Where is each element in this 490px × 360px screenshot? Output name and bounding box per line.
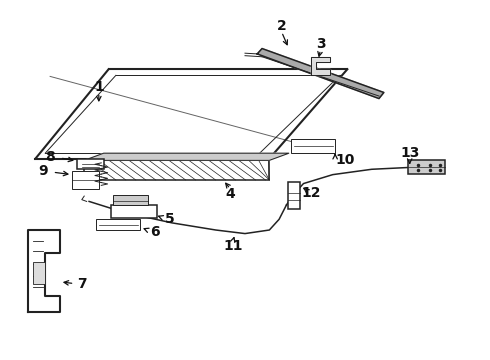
Text: 4: 4 xyxy=(225,187,235,201)
Bar xyxy=(77,158,104,169)
Text: 9: 9 xyxy=(38,164,48,178)
Text: 10: 10 xyxy=(335,153,355,167)
Text: 8: 8 xyxy=(45,150,55,164)
Polygon shape xyxy=(84,153,289,160)
Polygon shape xyxy=(311,57,330,75)
Bar xyxy=(84,160,270,180)
Bar xyxy=(97,219,140,230)
Bar xyxy=(291,139,335,153)
FancyBboxPatch shape xyxy=(72,171,99,189)
Text: 7: 7 xyxy=(77,276,87,291)
Bar xyxy=(288,182,300,208)
Text: 11: 11 xyxy=(223,239,243,253)
Text: 3: 3 xyxy=(316,37,325,51)
Text: 6: 6 xyxy=(150,225,160,239)
Text: 1: 1 xyxy=(94,80,104,94)
Bar xyxy=(33,262,45,284)
Polygon shape xyxy=(28,230,60,312)
Text: 2: 2 xyxy=(277,19,287,33)
Text: 12: 12 xyxy=(301,185,320,199)
Text: 13: 13 xyxy=(400,146,419,160)
Bar xyxy=(114,195,147,205)
Bar xyxy=(111,205,157,217)
Bar xyxy=(408,160,445,174)
Text: 5: 5 xyxy=(165,212,174,226)
Polygon shape xyxy=(257,49,384,99)
